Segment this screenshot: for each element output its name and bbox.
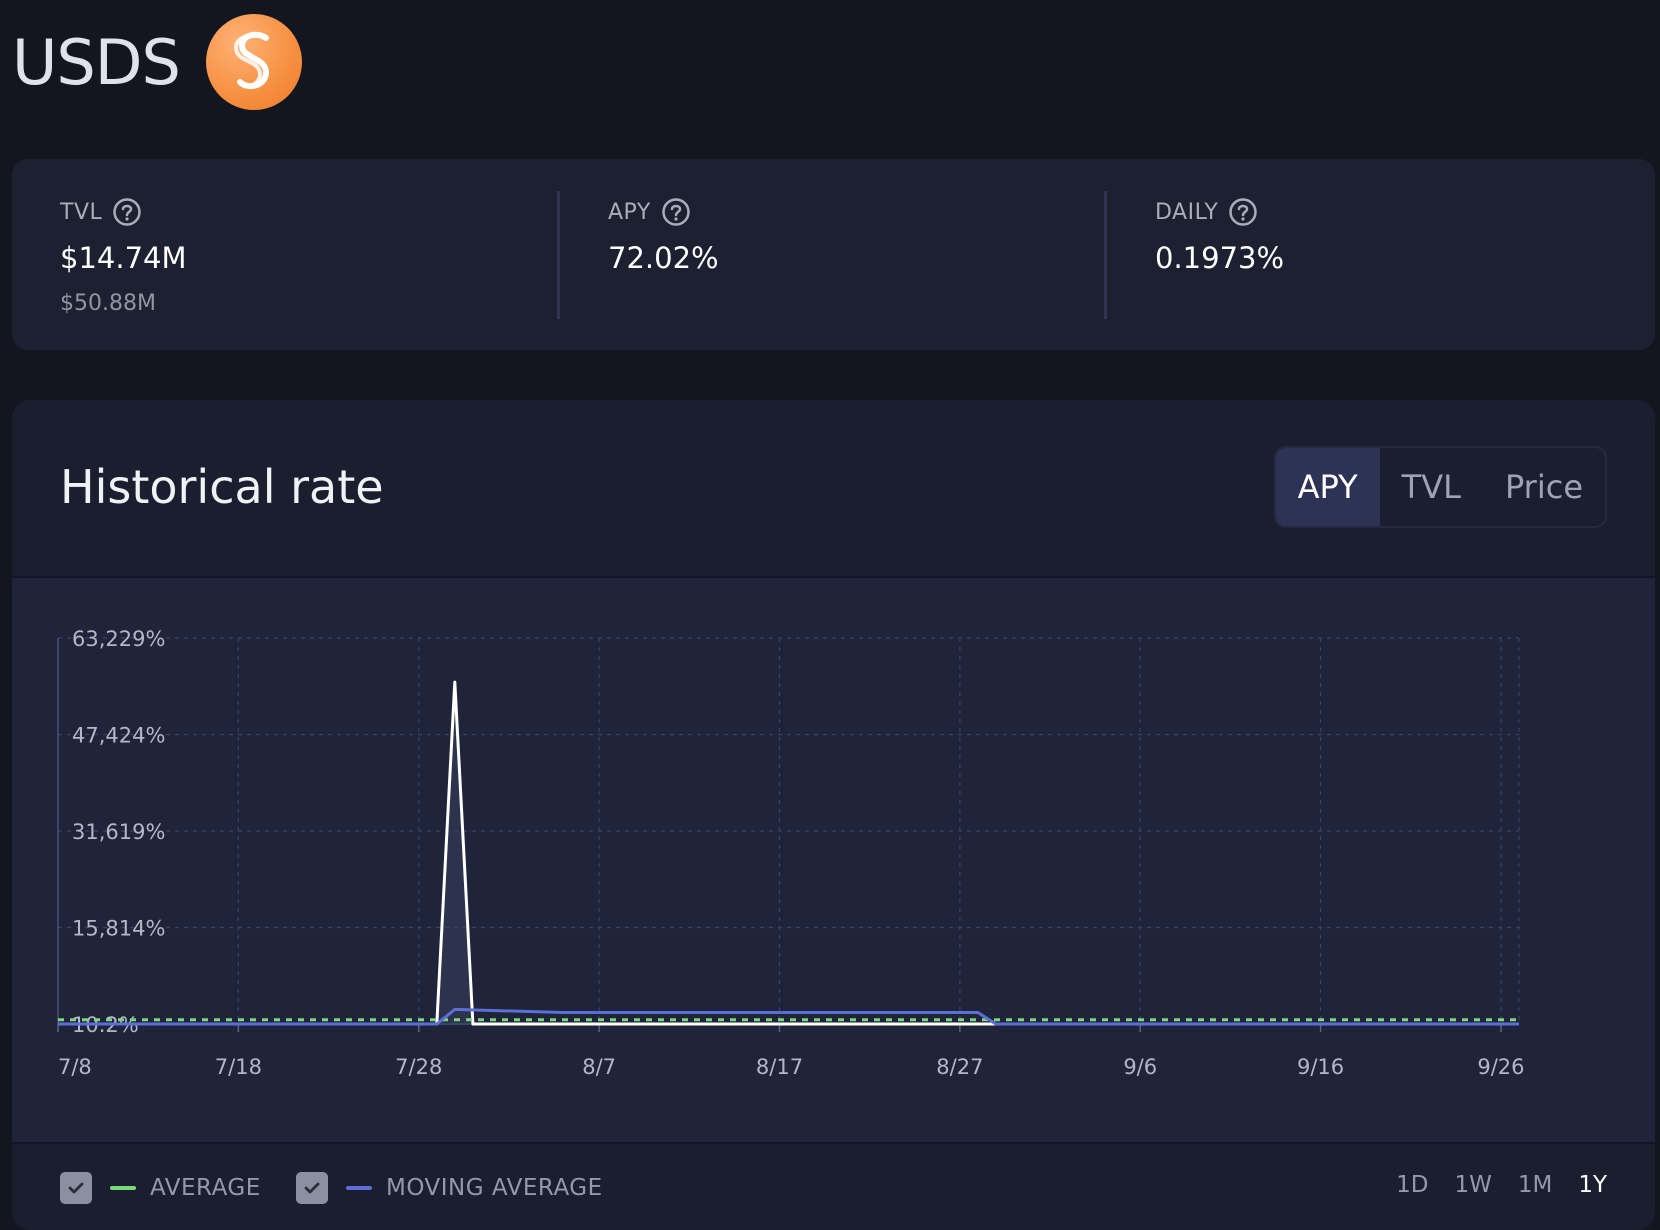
apy-stat: APY 72.02% [608, 197, 719, 275]
check-icon [304, 1182, 320, 1194]
y-tick-label: 15,814% [72, 917, 165, 941]
apy-label: APY [608, 199, 651, 225]
tab-tvl[interactable]: TVL [1401, 468, 1461, 506]
tab-price[interactable]: Price [1504, 468, 1583, 506]
chart-legend: AVERAGE MOVING AVERAGE 1D 1W 1M 1Y [12, 1140, 1655, 1230]
moving-average-label: MOVING AVERAGE [386, 1175, 603, 1201]
y-tick-label: 63,229% [72, 627, 165, 651]
daily-stat: DAILY 0.1973% [1155, 197, 1284, 275]
time-range-selector: 1D 1W 1M 1Y [1370, 1172, 1607, 1198]
moving-average-checkbox[interactable] [296, 1172, 328, 1204]
moving-average-series-line [58, 1007, 1519, 1026]
chart-area[interactable]: 10.2% 15,814% 31,619% 47,424% 63,229% 7/8 7/18… [12, 576, 1655, 1144]
tvl-sub-value: $50.88M [60, 291, 156, 316]
average-line-swatch [110, 1186, 136, 1190]
sky-s-logo-icon [205, 14, 302, 110]
average-label: AVERAGE [150, 1175, 261, 1201]
daily-value: 0.1973% [1155, 241, 1285, 275]
range-1m[interactable]: 1M [1517, 1172, 1553, 1198]
tvl-stat: TVL $14.74M $50.88M [60, 197, 187, 316]
legend-moving-average[interactable]: MOVING AVERAGE [296, 1172, 603, 1204]
x-tick-label: 8/7 [582, 1055, 616, 1079]
tab-apy[interactable]: APY [1275, 448, 1380, 526]
x-tick-label: 8/27 [936, 1055, 983, 1079]
metric-tabs: APY TVL Price [1273, 446, 1607, 528]
help-icon[interactable] [661, 197, 691, 227]
range-1w[interactable]: 1W [1454, 1172, 1492, 1198]
y-tick-label: 31,619% [72, 820, 165, 844]
apy-line-chart[interactable]: 10.2%15,814%31,619%47,424%63,229%7/8 7/18… [12, 578, 1655, 1142]
x-tick-label: 9/26 [1477, 1055, 1524, 1079]
moving-average-line-swatch [346, 1186, 372, 1190]
stats-card: TVL $14.74M $50.88M APY 72.02% DAILY [12, 159, 1655, 350]
apy-area-fill [58, 682, 1519, 1024]
x-tick-label: 8/17 [756, 1055, 803, 1079]
x-tick-label: 9/6 [1123, 1055, 1157, 1079]
stat-divider [1104, 191, 1107, 319]
check-icon [68, 1182, 84, 1194]
help-icon[interactable] [112, 197, 142, 227]
chart-title: Historical rate [60, 460, 384, 514]
daily-label: DAILY [1155, 199, 1219, 225]
average-checkbox[interactable] [60, 1172, 92, 1204]
token-name: USDS [12, 25, 181, 99]
page-header: USDS [12, 14, 302, 110]
x-tick-label: 7/28 [395, 1055, 442, 1079]
historical-rate-card: Historical rate APY TVL Price 10.2% 15,81… [12, 400, 1655, 1230]
tvl-value: $14.74M [60, 241, 187, 275]
stat-divider [557, 191, 560, 319]
x-tick-label: 7/8 [58, 1055, 92, 1079]
apy-value: 72.02% [608, 241, 719, 275]
help-icon[interactable] [1228, 197, 1258, 227]
x-tick-label: 7/18 [215, 1055, 262, 1079]
x-tick-label: 9/16 [1297, 1055, 1344, 1079]
tvl-label: TVL [60, 199, 103, 225]
apy-series-line [58, 680, 1519, 1026]
range-1y[interactable]: 1Y [1578, 1172, 1607, 1198]
range-1d[interactable]: 1D [1396, 1172, 1429, 1198]
legend-average[interactable]: AVERAGE [60, 1172, 261, 1204]
y-tick-label: 47,424% [72, 724, 165, 748]
